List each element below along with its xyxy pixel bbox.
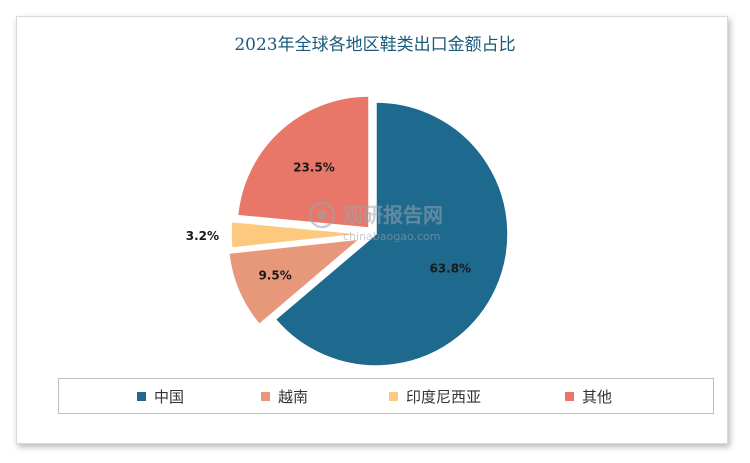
legend-swatch-1 xyxy=(261,391,270,401)
legend-label-2: 印度尼西亚 xyxy=(406,387,482,406)
legend-swatch-2 xyxy=(389,391,398,401)
labels-layer: 63.8% 9.5% 3.2% 23.5% xyxy=(186,160,471,282)
watermark-url: chinabaogao.com xyxy=(343,230,441,243)
legend-swatch-3 xyxy=(565,391,574,401)
legend-swatch-0 xyxy=(137,391,146,401)
slices-layer xyxy=(227,95,509,367)
pie-slice-3 xyxy=(236,95,370,229)
legend-label-1: 越南 xyxy=(278,387,309,406)
watermark: 观研报告网 chinabaogao.com xyxy=(308,201,443,243)
legend-item-0: 中国 xyxy=(137,379,184,413)
watermark-logo-dot xyxy=(317,210,327,220)
chart-frame xyxy=(16,16,728,444)
chart-legend: 中国 越南 印度尼西亚 其他 xyxy=(58,378,714,414)
pie-slice-1 xyxy=(227,237,363,326)
legend-item-3: 其他 xyxy=(565,379,612,413)
watermark-logo-icon xyxy=(308,201,336,229)
legend-label-0: 中国 xyxy=(154,387,185,406)
legend-item-1: 越南 xyxy=(261,379,308,413)
legend-label-3: 其他 xyxy=(582,387,613,406)
watermark-brand: 观研报告网 xyxy=(343,203,443,227)
pie-slice-2 xyxy=(230,220,364,249)
pie-data-label-2: 3.2% xyxy=(186,229,219,243)
pie-data-label-0: 63.8% xyxy=(429,261,471,275)
chart-title: 2023年全球各地区鞋类出口金额占比 xyxy=(234,35,516,55)
pie-data-label-3: 23.5% xyxy=(293,160,335,174)
legend-item-2: 印度尼西亚 xyxy=(389,379,481,413)
pie-data-label-1: 9.5% xyxy=(258,268,291,282)
pie-slice-0 xyxy=(274,101,509,367)
